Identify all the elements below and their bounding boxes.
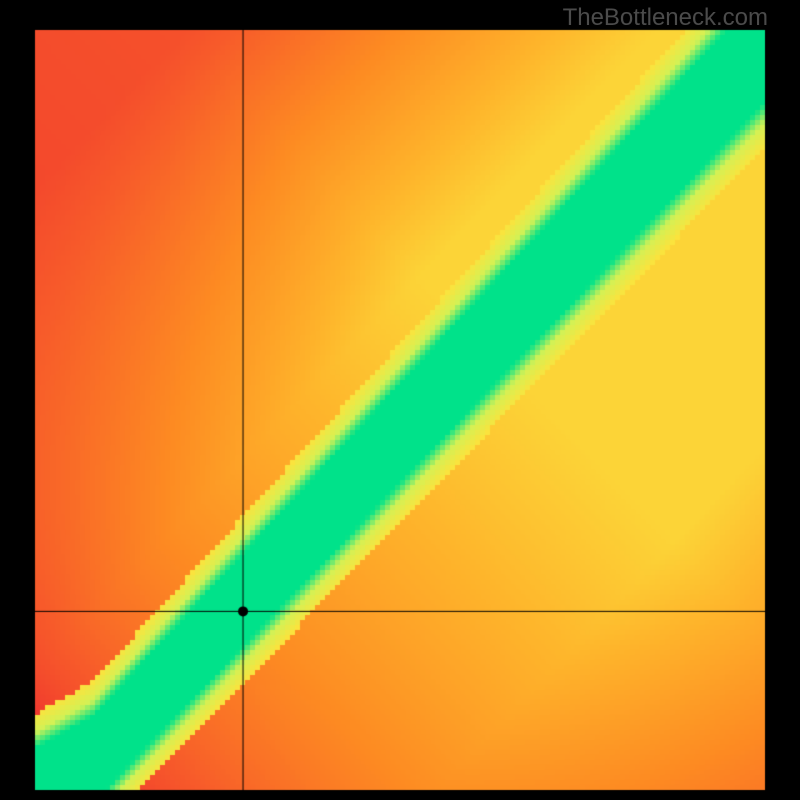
bottleneck-heatmap-canvas	[0, 0, 800, 800]
watermark-text: TheBottleneck.com	[563, 4, 768, 32]
chart-container: { "canvas": { "width": 800, "height": 80…	[0, 0, 800, 800]
